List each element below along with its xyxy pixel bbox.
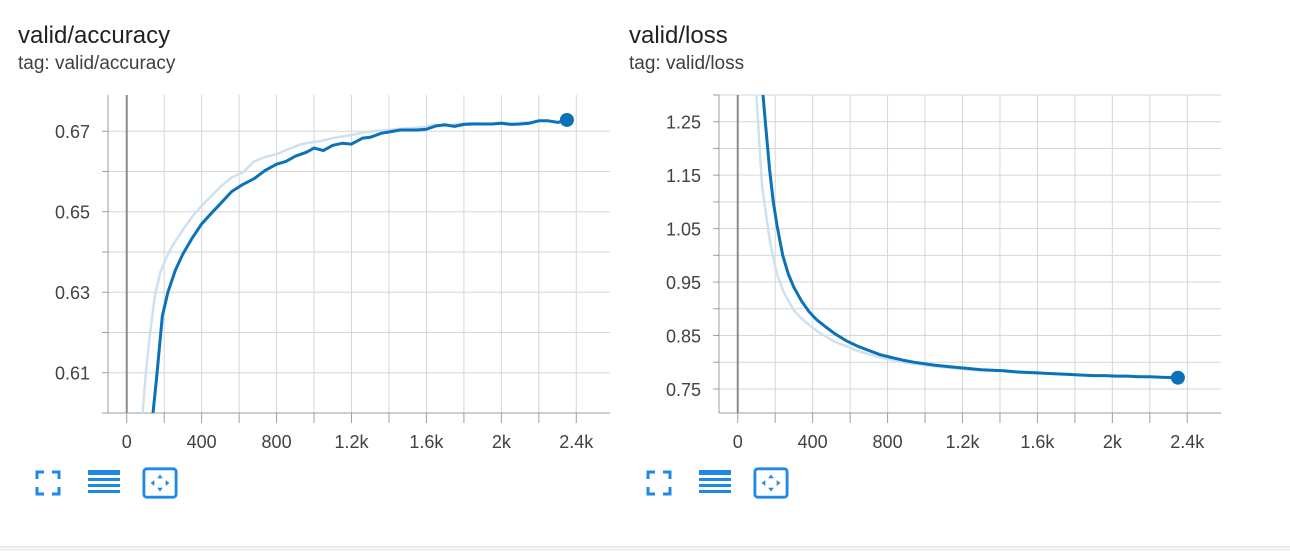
y-tick-label: 1.25 <box>666 113 701 133</box>
fullscreen-icon[interactable] <box>30 466 66 500</box>
y-tick-label: 0.65 <box>55 203 90 223</box>
x-tick-label: 2.4k <box>559 432 594 452</box>
chart-card-valid-accuracy: valid/accuracy tag: valid/accuracy 0 400 8… <box>0 0 610 520</box>
y-tick-label: 0.95 <box>666 273 701 293</box>
fullscreen-icon[interactable] <box>641 466 677 500</box>
fit-domain-icon[interactable] <box>142 466 178 500</box>
x-tick-label: 2k <box>492 432 512 452</box>
fit-domain-icon[interactable] <box>753 466 789 500</box>
y-tick-label: 0.61 <box>55 364 90 384</box>
x-tick-label: 0 <box>733 432 743 452</box>
chart-tag: tag: valid/loss <box>629 53 745 74</box>
series-end-marker <box>1170 370 1185 385</box>
page-footer-divider <box>0 546 1290 551</box>
y-tick-label: 1.05 <box>666 220 701 240</box>
y-tick-label: 0.75 <box>666 380 701 400</box>
x-tick-label: 2.4k <box>1170 432 1205 452</box>
y-tick-label: 0.67 <box>55 122 90 142</box>
x-tick-label: 1.6k <box>409 432 444 452</box>
x-tick-label: 2k <box>1103 432 1123 452</box>
x-tick-label: 400 <box>187 432 217 452</box>
series-end-marker <box>559 112 574 127</box>
chart-title: valid/loss <box>629 22 728 49</box>
y-tick-label: 1.15 <box>666 166 701 186</box>
x-tick-label: 0 <box>122 432 132 452</box>
series-group <box>141 118 569 413</box>
y-tick-label: 0.63 <box>55 283 90 303</box>
chart-title: valid/accuracy <box>18 22 171 49</box>
y-tick-label: 0.85 <box>666 327 701 347</box>
chart-tag: tag: valid/accuracy <box>18 53 176 74</box>
grid-lines <box>719 94 1221 413</box>
raw-series-line <box>141 118 569 413</box>
x-tick-label: 400 <box>798 432 828 452</box>
data-table-icon[interactable] <box>697 466 733 500</box>
x-tick-label: 1.2k <box>945 432 980 452</box>
x-tick-label: 1.6k <box>1020 432 1055 452</box>
series-group <box>755 95 1180 380</box>
x-tick-label: 800 <box>873 432 903 452</box>
plot-area[interactable]: 0 400 800 1.2k 1.6k 2k 2.4k 0.75 0.85 0.95 1.05 1.1… <box>611 0 1221 470</box>
data-table-icon[interactable] <box>86 466 122 500</box>
smoothed-series-line <box>151 118 569 413</box>
smoothed-series-line <box>761 95 1180 380</box>
x-tick-label: 800 <box>262 432 292 452</box>
plot-area[interactable]: 0 400 800 1.2k 1.6k 2k 2.4k 0.61 0.63 0.65 0.67 <box>0 0 610 470</box>
x-tick-label: 1.2k <box>334 432 369 452</box>
chart-card-valid-loss: valid/loss tag: valid/loss 0 400 800 1.2k 1.… <box>611 0 1221 520</box>
